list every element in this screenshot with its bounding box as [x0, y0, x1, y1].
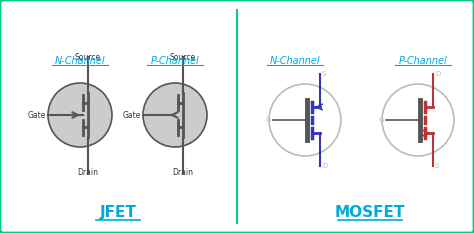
- Text: S: S: [435, 163, 439, 169]
- Text: P-Channel: P-Channel: [399, 56, 447, 66]
- Text: S: S: [322, 71, 327, 77]
- Text: JFET: JFET: [100, 205, 137, 220]
- Text: N-Channel: N-Channel: [55, 56, 105, 66]
- Text: Drain: Drain: [173, 168, 193, 177]
- Text: Source: Source: [170, 53, 196, 62]
- Text: G: G: [379, 117, 384, 123]
- Text: MOSFET: MOSFET: [335, 205, 405, 220]
- Circle shape: [48, 83, 112, 147]
- Text: D: D: [322, 163, 327, 169]
- Text: P-Channel: P-Channel: [151, 56, 200, 66]
- Text: Drain: Drain: [78, 168, 99, 177]
- Text: G: G: [265, 117, 271, 123]
- Text: Gate: Gate: [123, 110, 141, 120]
- Text: N-Channel: N-Channel: [270, 56, 320, 66]
- Circle shape: [143, 83, 207, 147]
- Text: Gate: Gate: [27, 110, 46, 120]
- Text: Source: Source: [75, 53, 101, 62]
- Text: D: D: [435, 71, 440, 77]
